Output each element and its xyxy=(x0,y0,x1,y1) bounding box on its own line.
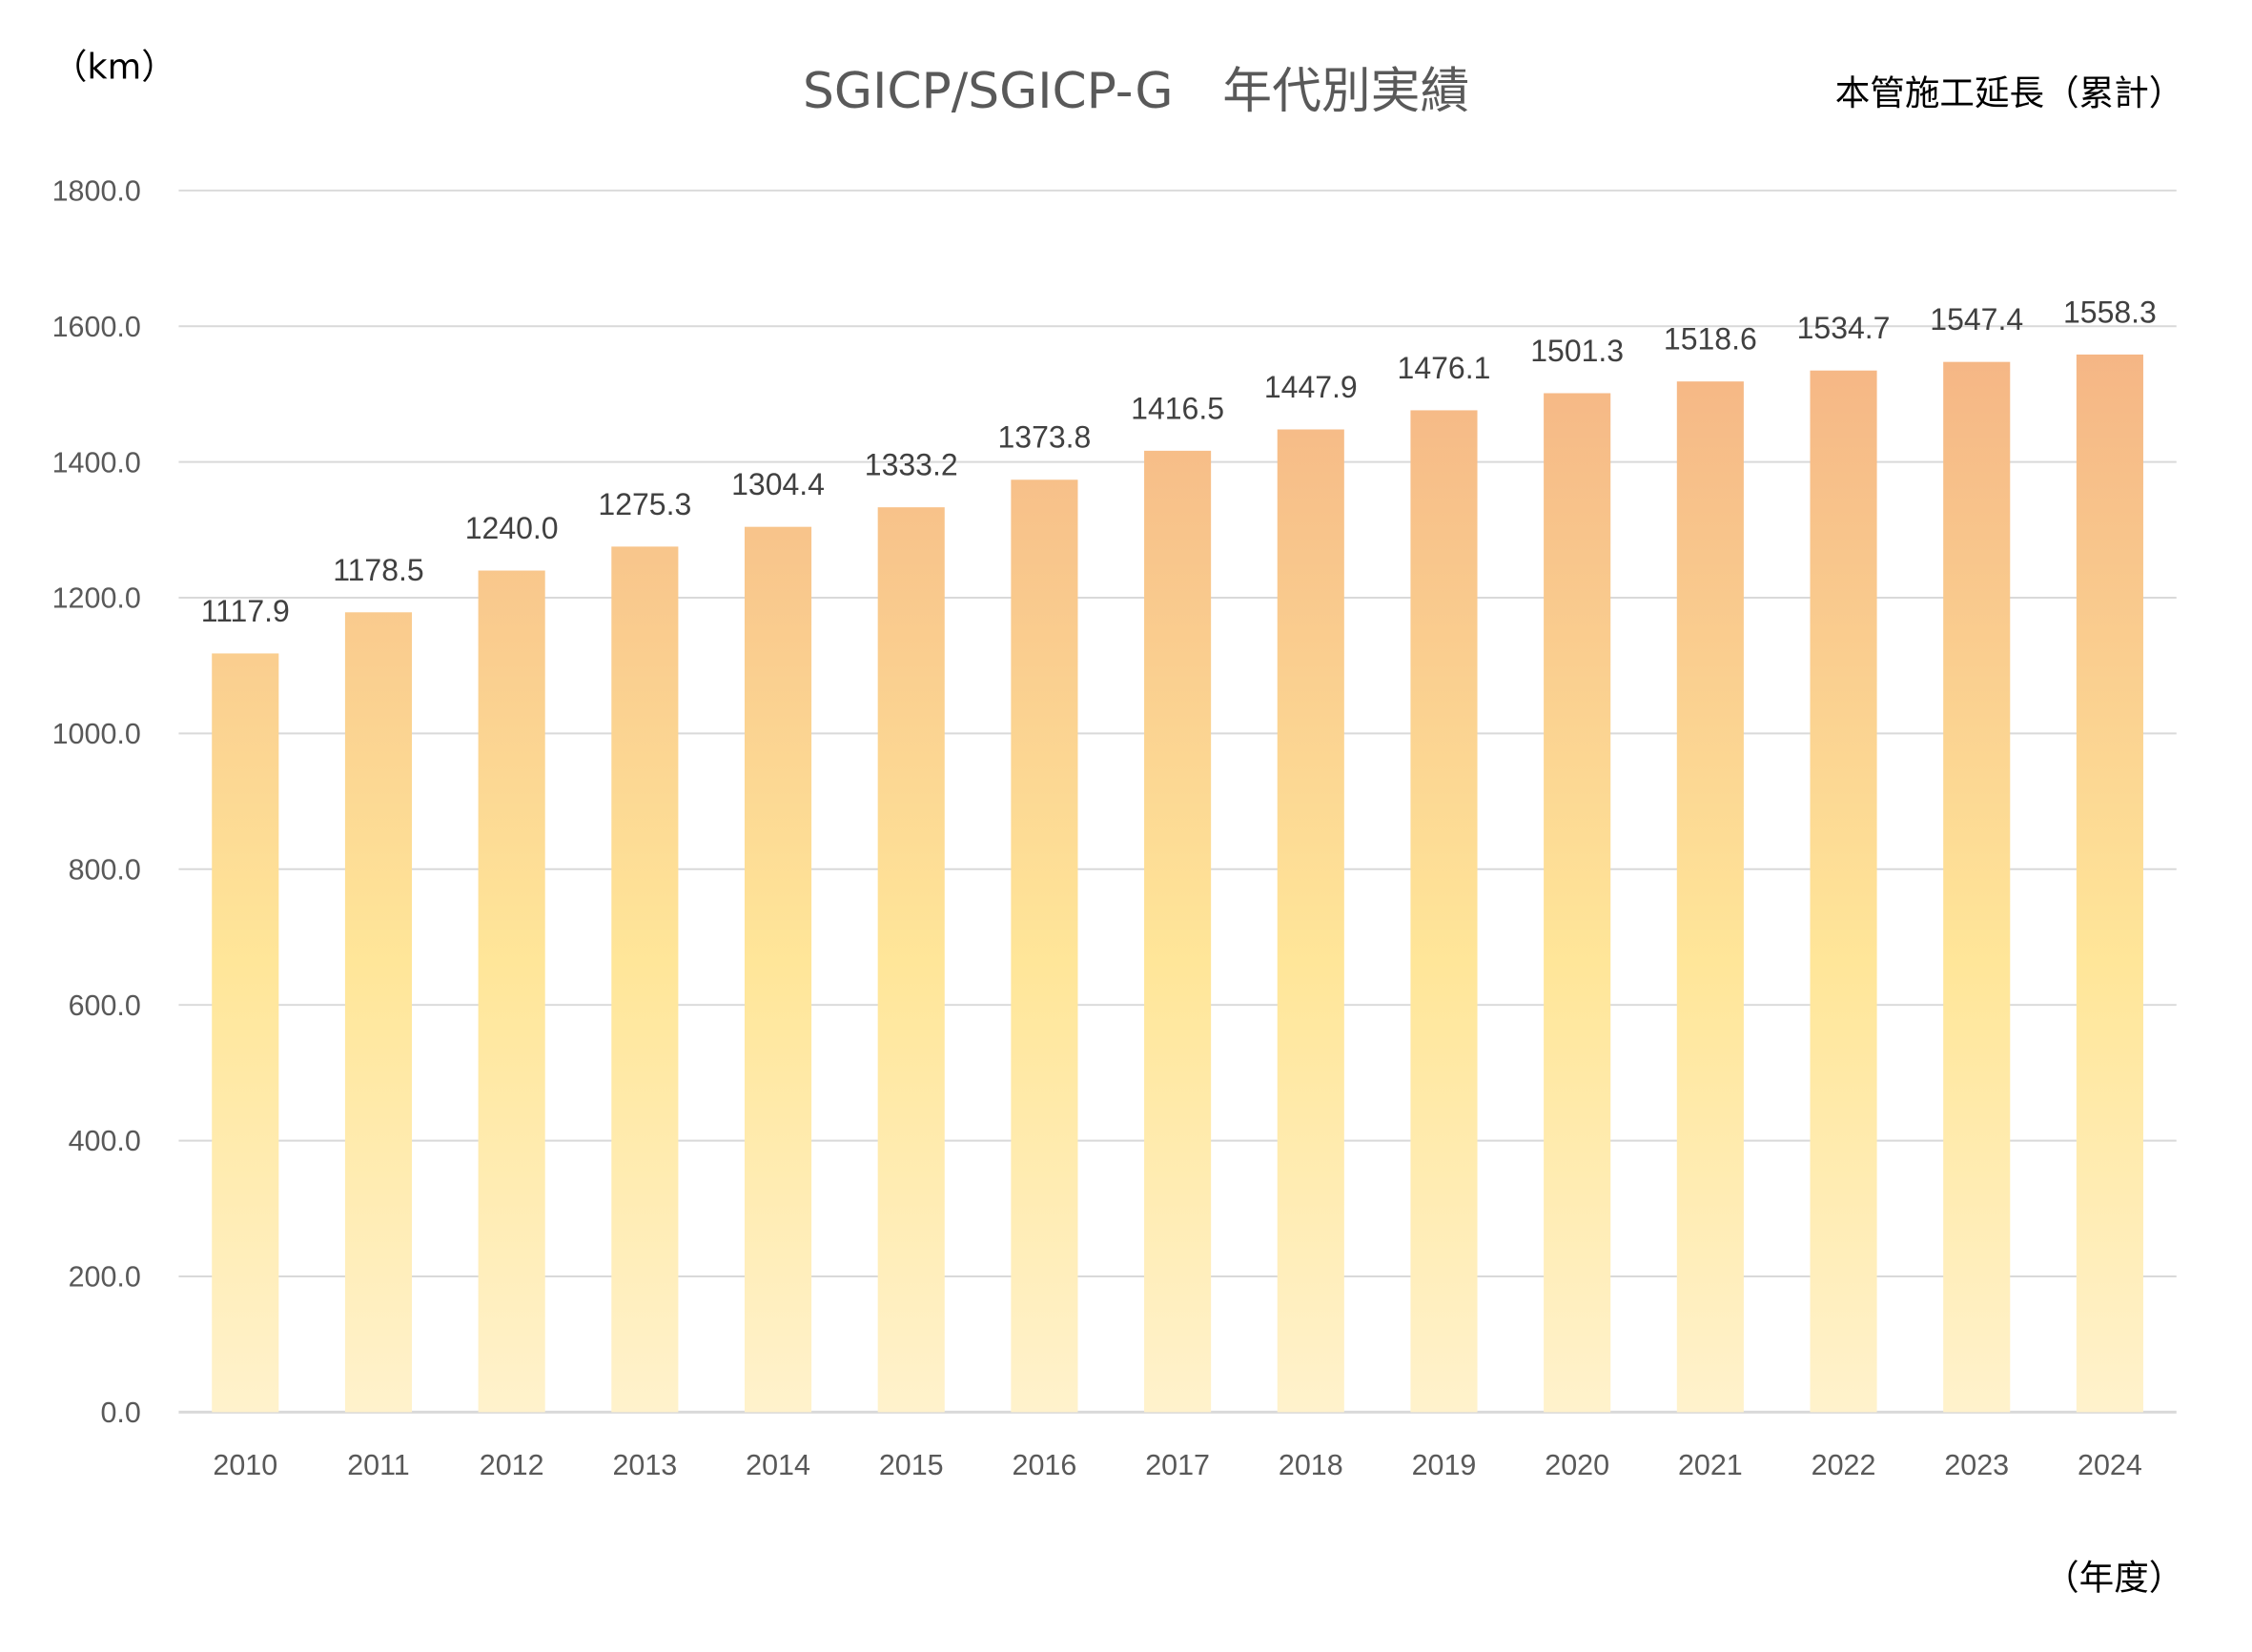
x-tick-label: 2010 xyxy=(213,1449,277,1481)
y-tick-label: 200.0 xyxy=(69,1261,141,1294)
y-tick-label: 1800.0 xyxy=(52,174,141,207)
bar-2011 xyxy=(344,612,413,1413)
x-tick-label: 2019 xyxy=(1412,1449,1477,1481)
chart-title: SGICP/SGICP-G 年代別実績 xyxy=(803,63,1469,120)
data-label: 1373.8 xyxy=(997,420,1091,455)
bar-2024 xyxy=(2076,354,2143,1413)
bar-2023 xyxy=(1943,361,2011,1413)
y-axis-unit: （km） xyxy=(52,46,176,87)
data-label: 1476.1 xyxy=(1398,351,1491,385)
data-label: 1117.9 xyxy=(201,594,290,628)
data-label: 1333.2 xyxy=(865,448,958,482)
bar-2012 xyxy=(478,570,545,1413)
x-tick-label: 2016 xyxy=(1013,1449,1077,1481)
x-tick-label: 2011 xyxy=(347,1449,410,1481)
x-tick-label: 2014 xyxy=(746,1449,810,1481)
data-label: 1501.3 xyxy=(1530,334,1624,368)
y-tick-label: 1000.0 xyxy=(52,718,141,750)
data-label: 1416.5 xyxy=(1131,391,1224,425)
y-tick-label: 600.0 xyxy=(69,989,141,1022)
y-tick-label: 1200.0 xyxy=(52,582,141,615)
bar-2017 xyxy=(1144,450,1212,1413)
x-tick-label: 2017 xyxy=(1145,1449,1210,1481)
chart-subtitle: 本管施工延長（累計） xyxy=(1835,72,2184,113)
x-tick-label: 2020 xyxy=(1545,1449,1609,1481)
x-tick-label: 2015 xyxy=(879,1449,944,1481)
bar-2014 xyxy=(744,526,812,1413)
y-tick-label: 0.0 xyxy=(100,1397,140,1429)
data-label: 1547.4 xyxy=(1930,302,2023,337)
data-label: 1447.9 xyxy=(1264,370,1358,404)
bar-2018 xyxy=(1277,429,1344,1413)
data-label: 1518.6 xyxy=(1664,322,1757,357)
x-tick-label: 2012 xyxy=(480,1449,544,1481)
bar-2021 xyxy=(1676,381,1744,1413)
bar-2022 xyxy=(1810,370,1877,1413)
data-label: 1275.3 xyxy=(598,487,691,521)
x-tick-label: 2024 xyxy=(2078,1449,2142,1481)
data-label: 1534.7 xyxy=(1797,311,1891,345)
x-axis-unit: （年度） xyxy=(2044,1557,2183,1598)
bar-2010 xyxy=(212,653,279,1413)
bar-2015 xyxy=(877,507,945,1413)
bar-2013 xyxy=(611,546,679,1413)
data-label: 1304.4 xyxy=(731,467,825,501)
y-tick-label: 800.0 xyxy=(69,853,141,886)
x-tick-label: 2013 xyxy=(612,1449,677,1481)
x-tick-label: 2023 xyxy=(1944,1449,2009,1481)
y-tick-label: 1400.0 xyxy=(52,446,141,479)
y-tick-label: 400.0 xyxy=(69,1125,141,1157)
data-label: 1178.5 xyxy=(333,553,424,587)
x-tick-label: 2018 xyxy=(1279,1449,1343,1481)
bar-2016 xyxy=(1011,479,1078,1413)
data-label: 1240.0 xyxy=(465,511,559,545)
bar-2020 xyxy=(1544,393,1611,1413)
y-tick-label: 1600.0 xyxy=(52,311,141,343)
data-label: 1558.3 xyxy=(2063,295,2157,329)
x-tick-label: 2022 xyxy=(1812,1449,1876,1481)
bar-2019 xyxy=(1410,410,1478,1413)
x-tick-label: 2021 xyxy=(1678,1449,1743,1481)
